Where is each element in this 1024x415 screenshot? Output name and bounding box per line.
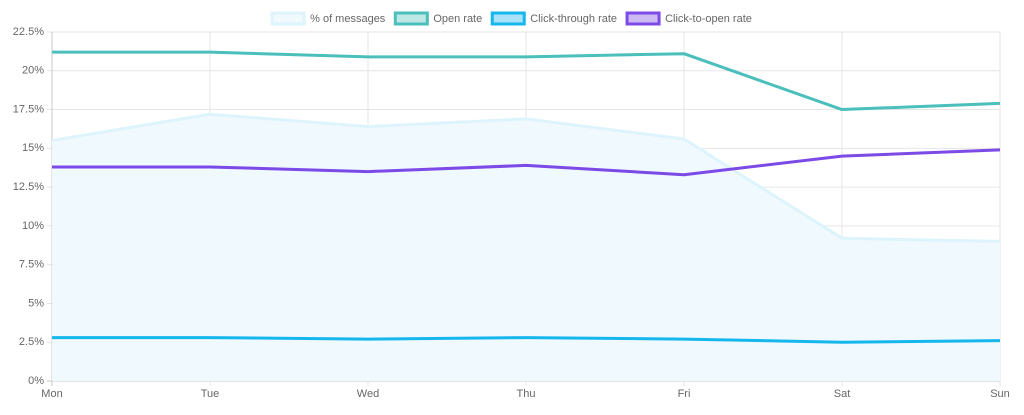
x-tick-label: Wed bbox=[357, 388, 379, 400]
series-line bbox=[52, 336, 1001, 344]
x-tick-label: Tue bbox=[201, 388, 220, 400]
legend-label: Click-to-open rate bbox=[665, 13, 752, 25]
x-tick-label: Thu bbox=[517, 388, 536, 400]
legend: % of messages Open rate Click-through rate… bbox=[270, 11, 752, 26]
y-tick-label: 10% bbox=[22, 220, 44, 232]
legend-swatch bbox=[625, 11, 661, 26]
y-tick-label: 2.5% bbox=[19, 336, 44, 348]
x-tick-label: Mon bbox=[41, 388, 62, 400]
y-tick-label: 5% bbox=[28, 297, 44, 309]
series-line bbox=[52, 50, 1001, 112]
legend-swatch bbox=[270, 11, 306, 26]
y-tick-label: 15% bbox=[22, 142, 44, 154]
legend-label: % of messages bbox=[310, 13, 386, 25]
y-tick-label: 12.5% bbox=[13, 181, 44, 193]
y-tick-label: 20% bbox=[22, 65, 44, 77]
legend-label: Open rate bbox=[433, 13, 482, 25]
y-tick-label: 0% bbox=[28, 375, 44, 387]
y-tick-label: 22.5% bbox=[13, 26, 44, 38]
legend-label: Click-through rate bbox=[530, 13, 617, 25]
legend-swatch bbox=[393, 11, 429, 26]
series-line bbox=[51, 112, 1001, 243]
x-tick-label: Sun bbox=[990, 388, 1010, 400]
series-line bbox=[52, 148, 1001, 177]
x-tick-label: Sat bbox=[834, 388, 851, 400]
legend-swatch bbox=[490, 11, 526, 26]
y-tick-label: 17.5% bbox=[13, 103, 44, 115]
area-fill bbox=[52, 114, 1000, 381]
y-tick-label: 7.5% bbox=[19, 259, 44, 271]
x-tick-label: Fri bbox=[678, 388, 691, 400]
